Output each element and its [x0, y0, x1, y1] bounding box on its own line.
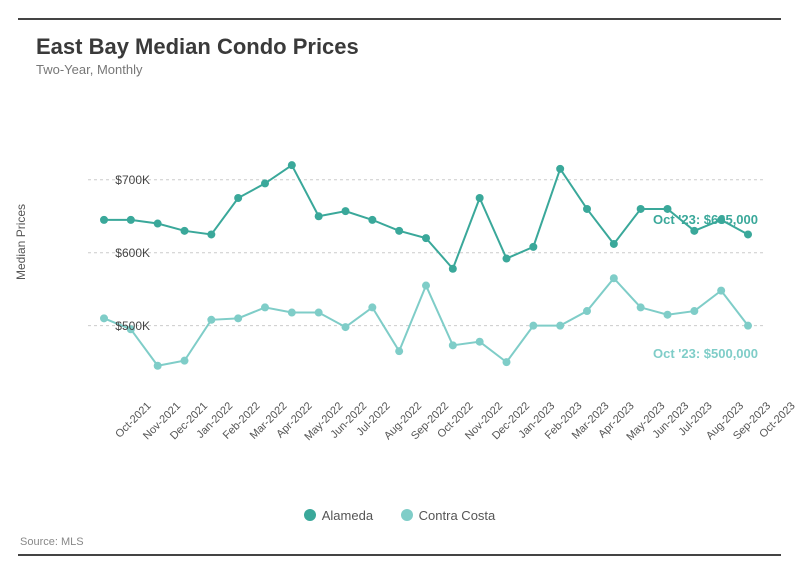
legend-label: Alameda [322, 508, 373, 523]
legend-label: Contra Costa [419, 508, 496, 523]
chart-frame: East Bay Median Condo Prices Two-Year, M… [18, 18, 781, 556]
y-axis-label: Median Prices [14, 204, 28, 280]
y-tick-label: $500K [94, 319, 150, 333]
chart-subtitle: Two-Year, Monthly [36, 62, 781, 77]
chart-plot-area: $500K$600K$700KOct-2021Nov-2021Dec-2021J… [88, 130, 764, 390]
legend: Alameda Contra Costa [18, 508, 781, 525]
legend-dot-icon [304, 509, 316, 521]
legend-item-contra-costa: Contra Costa [401, 508, 496, 523]
source-label: Source: MLS [20, 536, 84, 548]
legend-item-alameda: Alameda [304, 508, 373, 523]
series-annotation: Oct '23: $500,000 [653, 346, 758, 361]
y-tick-label: $700K [94, 173, 150, 187]
legend-dot-icon [401, 509, 413, 521]
series-annotation: Oct '23: $635,000 [653, 212, 758, 227]
chart-title: East Bay Median Condo Prices [36, 34, 781, 60]
y-tick-label: $600K [94, 246, 150, 260]
